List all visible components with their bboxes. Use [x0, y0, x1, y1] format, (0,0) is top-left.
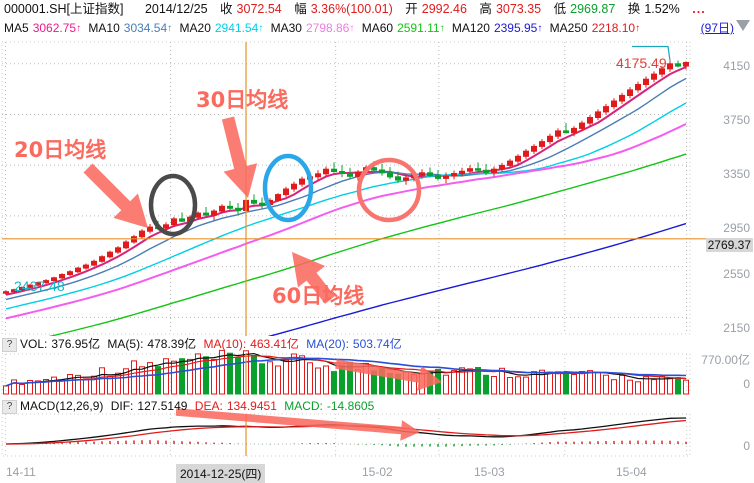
macd-y-tick-zero: 0	[743, 439, 750, 453]
ma120-arrow-icon: ↑	[537, 23, 543, 34]
ma250-arrow-icon: ↑	[635, 23, 641, 34]
volume-ma5-label: MA(5):	[107, 337, 144, 351]
y-tick-2150: 2150	[723, 321, 750, 335]
volume-ma5-value: 478.39亿	[147, 337, 197, 351]
high-key: 高	[479, 2, 492, 16]
ma250-value: 2218.10	[591, 21, 636, 35]
turnover-value: 1.52%	[644, 2, 680, 16]
ma-legend-bar: MA5 3062.75↑ MA10 3034.54↑ MA20 2941.54↑ MA…	[0, 19, 754, 38]
ma60-arrow-icon: ↑	[439, 23, 445, 34]
volume-ma10-label: MA(10):	[203, 337, 247, 351]
annotation-ma60: 60日均线	[272, 284, 365, 308]
y-tick-3750: 3750	[723, 113, 750, 127]
more-fields-ellipsis[interactable]: ...	[692, 2, 706, 16]
macd-indicator-legend: ? MACD(12,26,9) DIF: 127.5149 DEA: 134.9451…	[0, 398, 374, 415]
low-value: 2969.87	[570, 2, 616, 16]
chevron-down-icon[interactable]	[736, 20, 750, 31]
x-tick-0: 14-11	[6, 465, 36, 479]
ma20-arrow-icon: ↑	[258, 23, 264, 34]
peak-low-label: 2437.48	[14, 278, 65, 294]
y-tick-3350: 3350	[723, 167, 750, 181]
volume-y-tick-zero: 0	[743, 377, 750, 391]
change-key: 幅	[294, 2, 307, 16]
y-tick-4150: 4150	[723, 59, 750, 73]
annotation-ma30: 30日均线	[196, 88, 289, 112]
open-value: 2992.46	[421, 2, 467, 16]
low-key: 低	[553, 2, 567, 16]
peak-high-label: 4175.49	[616, 55, 667, 71]
ma5-arrow-icon: ↑	[76, 23, 82, 34]
open-key: 开	[405, 2, 418, 16]
annotation-ma20: 20日均线	[14, 138, 107, 162]
period-selector[interactable]: (97日)	[700, 21, 734, 35]
close-key: 收	[220, 2, 233, 16]
macd-dif-value: 127.5149	[137, 399, 188, 413]
volume-ma10-value: 463.41亿	[250, 337, 299, 351]
x-tick-current: 2014-12-25(四)	[176, 464, 266, 483]
ma30-value: 2798.86	[305, 21, 350, 35]
y-tick-2550: 2550	[723, 267, 750, 281]
quote-date: 2014/12/25	[144, 2, 208, 16]
ma60-label: MA60	[361, 21, 394, 35]
volume-y-tick-max: 770.00亿	[701, 353, 750, 367]
ma10-value: 3034.54	[123, 21, 168, 35]
ma30-label: MA30	[270, 21, 302, 35]
volume-ma20-label: MA(20):	[306, 337, 349, 351]
macd-dea-value: 134.9451	[226, 399, 277, 413]
close-value: 3072.54	[236, 2, 282, 16]
symbol-label[interactable]: 000001.SH[上证指数]	[4, 2, 124, 16]
turnover-key: 换	[627, 2, 641, 16]
macd-dea-label: DEA:	[194, 399, 223, 413]
x-axis: 14-11 2014-12-25(四) 15-02 15-03 15-04	[0, 460, 754, 483]
high-value: 3073.35	[495, 2, 542, 16]
ma5-value: 3062.75	[32, 21, 77, 35]
ma250-label: MA250	[549, 21, 588, 35]
macd-chart-panel[interactable]: ? MACD(12,26,9) DIF: 127.5149 DEA: 134.9451…	[0, 398, 754, 460]
ma60-value: 2591.11	[397, 21, 440, 35]
volume-help-icon[interactable]: ?	[2, 337, 17, 352]
volume-indicator-legend: ? VOL: 376.95亿 MA(5): 478.39亿 MA(10): 463.41…	[0, 336, 402, 353]
ma20-label: MA20	[179, 21, 211, 35]
ma120-value: 2395.95	[493, 21, 538, 35]
ma5-label: MA5	[4, 21, 29, 35]
ma10-label: MA10	[88, 21, 120, 35]
price-chart-panel[interactable]: 4150 3750 3350 2950 2769.37 2550 2150	[0, 40, 754, 336]
macd-help-icon[interactable]: ?	[2, 399, 17, 414]
macd-hist-label: MACD:	[284, 399, 323, 413]
price-plot[interactable]	[0, 40, 754, 336]
volume-title: VOL:	[20, 337, 48, 351]
ma20-value: 2941.54	[214, 21, 259, 35]
change-value: 3.36%(100.01)	[310, 2, 393, 16]
current-price-tag: 2769.37	[705, 238, 753, 252]
x-tick-1: 15-02	[362, 465, 393, 479]
ma10-arrow-icon: ↑	[167, 23, 173, 34]
volume-chart-panel[interactable]: ? VOL: 376.95亿 MA(5): 478.39亿 MA(10): 463.41…	[0, 336, 754, 398]
macd-dif-label: DIF:	[110, 399, 134, 413]
ma30-arrow-icon: ↑	[349, 23, 355, 34]
volume-value: 376.95亿	[51, 337, 101, 351]
x-tick-2: 15-03	[474, 465, 505, 479]
volume-ma20-value: 503.74亿	[352, 337, 402, 351]
y-tick-2950: 2950	[723, 221, 750, 235]
quote-header: 000001.SH[上证指数] 2014/12/25 收 3072.54 幅 3.3…	[0, 0, 754, 19]
macd-title: MACD(12,26,9)	[20, 399, 104, 413]
ma120-label: MA120	[451, 21, 490, 35]
x-tick-3: 15-04	[616, 465, 647, 479]
macd-hist-value: -14.8605	[326, 399, 375, 413]
